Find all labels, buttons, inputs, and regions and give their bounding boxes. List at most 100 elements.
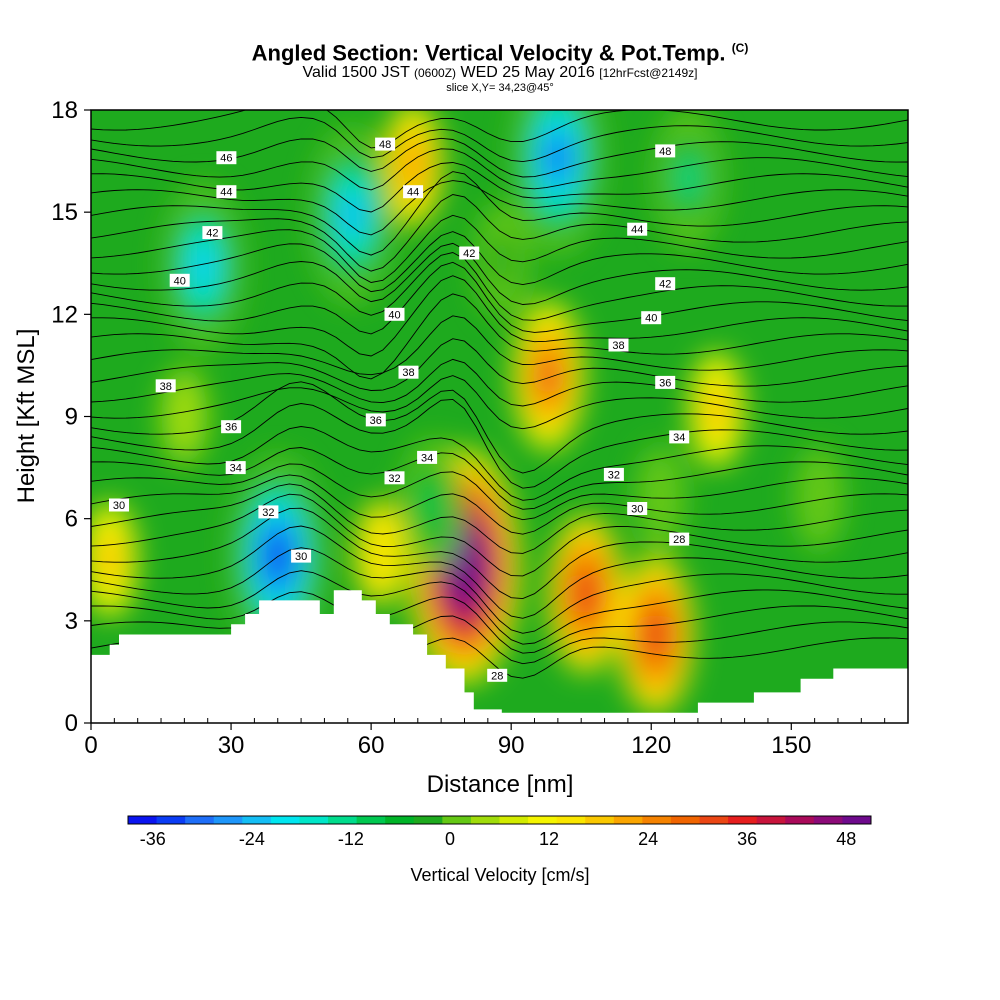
y-tick-label: 15 bbox=[51, 199, 78, 226]
theta-label: 34 bbox=[225, 461, 246, 475]
theta-label-text: 30 bbox=[631, 504, 643, 516]
theta-contour-line bbox=[91, 148, 908, 191]
velocity-level bbox=[421, 483, 443, 527]
theta-contour-line bbox=[91, 547, 908, 634]
colorbar-swatch bbox=[356, 816, 386, 824]
theta-contour-line bbox=[91, 293, 908, 380]
y-tick-label: 18 bbox=[51, 97, 78, 124]
theta-label-bg bbox=[417, 450, 438, 464]
theta-contour-line bbox=[91, 171, 908, 256]
theta-contour-line bbox=[91, 525, 908, 619]
velocity-level bbox=[488, 231, 516, 289]
velocity-level bbox=[96, 531, 124, 589]
theta-contour-line bbox=[91, 463, 908, 521]
colorbar-frame bbox=[127, 815, 872, 825]
theta-label-bg bbox=[608, 338, 629, 352]
theta-contour-line bbox=[91, 275, 908, 357]
theta-label-text: 30 bbox=[113, 500, 125, 512]
colorbar-tick-label: 24 bbox=[638, 829, 658, 849]
theta-label-bg bbox=[655, 144, 676, 158]
theta-contour-line bbox=[91, 358, 908, 407]
theta-label-text: 38 bbox=[612, 340, 624, 352]
colorbar-swatch bbox=[128, 816, 157, 824]
theta-label-text: 44 bbox=[220, 187, 232, 199]
theta-label-bg bbox=[365, 413, 386, 427]
colorbar-swatch bbox=[299, 816, 329, 824]
x-tick-label: 90 bbox=[498, 732, 525, 759]
velocity-level bbox=[398, 133, 428, 196]
theta-label: 40 bbox=[169, 273, 190, 287]
theta-contour-line bbox=[91, 252, 908, 321]
theta-label: 42 bbox=[459, 246, 480, 260]
valid-utc: (0600Z) bbox=[414, 66, 457, 81]
theta-label-bg bbox=[216, 185, 237, 199]
velocity-cell bbox=[474, 202, 529, 317]
y-tick-label: 6 bbox=[65, 506, 78, 533]
theta-label-bg bbox=[403, 185, 424, 199]
y-tick-label: 0 bbox=[65, 710, 78, 737]
theta-label-bg bbox=[669, 430, 690, 444]
theta-contour-line bbox=[91, 194, 908, 272]
theta-label-text: 38 bbox=[402, 367, 414, 379]
velocity-level bbox=[344, 198, 361, 233]
theta-contour-line bbox=[91, 214, 908, 283]
velocity-level bbox=[794, 445, 845, 552]
theta-label-text: 34 bbox=[230, 463, 242, 475]
theta-label: 30 bbox=[291, 549, 312, 563]
theta-label: 30 bbox=[109, 498, 129, 512]
theta-label: 42 bbox=[655, 277, 676, 291]
theta-contour-line bbox=[91, 110, 908, 149]
theta-label: 36 bbox=[365, 413, 386, 427]
colorbar-swatch bbox=[442, 816, 472, 824]
colorbar-label: Vertical Velocity [cm/s] bbox=[410, 865, 589, 885]
chart-subtitle: Valid 1500 JST (0600Z) WED 25 May 2016 [… bbox=[0, 65, 1000, 81]
colorbar-swatch bbox=[385, 816, 415, 824]
colorbar-tick-label: -12 bbox=[338, 829, 364, 849]
theta-contour-line bbox=[91, 116, 908, 163]
theta-label: 40 bbox=[641, 311, 662, 325]
colorbar-swatch bbox=[699, 816, 729, 824]
theta-label: 36 bbox=[655, 375, 676, 389]
valid-date: WED 25 May 2016 bbox=[460, 64, 595, 82]
x-tick-label: 120 bbox=[631, 732, 671, 759]
velocity-level bbox=[677, 154, 700, 202]
theta-contour-line bbox=[91, 315, 908, 376]
velocity-cell bbox=[618, 556, 693, 713]
colorbar-swatch bbox=[528, 816, 558, 824]
theta-label-bg bbox=[109, 498, 129, 512]
theta-label: 44 bbox=[216, 185, 237, 199]
colorbar-tick-label: 36 bbox=[737, 829, 757, 849]
vertical-velocity-field bbox=[91, 110, 845, 713]
x-tick-label: 150 bbox=[771, 732, 811, 759]
colorbar-swatch bbox=[556, 816, 586, 824]
theta-contour-line bbox=[91, 231, 908, 293]
theta-label-bg bbox=[155, 379, 176, 393]
theta-label-text: 36 bbox=[659, 377, 671, 389]
theta-label-bg bbox=[655, 375, 676, 389]
theta-label: 32 bbox=[258, 505, 279, 519]
colorbar-swatch bbox=[785, 816, 815, 824]
velocity-cell bbox=[311, 128, 394, 303]
theta-contour-line bbox=[91, 483, 908, 554]
colorbar-swatch bbox=[213, 816, 243, 824]
velocity-level bbox=[355, 499, 406, 606]
y-axis-label: Height [Kft MSL] bbox=[13, 329, 40, 504]
velocity-cell bbox=[689, 352, 744, 467]
theta-label-bg bbox=[216, 151, 237, 165]
colorbar-swatch bbox=[185, 816, 215, 824]
theta-label: 44 bbox=[403, 185, 424, 199]
y-tick-label: 9 bbox=[65, 404, 78, 431]
theta-label-text: 42 bbox=[659, 279, 671, 291]
colorbar-swatch bbox=[328, 816, 358, 824]
colorbar-swatch bbox=[642, 816, 672, 824]
theta-contour-line bbox=[91, 180, 908, 236]
colorbar: -36 -24 -12 0 12 24 36 48 bbox=[127, 815, 872, 849]
theta-label-bg bbox=[258, 505, 279, 519]
colorbar-swatch bbox=[470, 816, 500, 824]
theta-label-bg bbox=[627, 222, 648, 236]
theta-label-bg bbox=[375, 137, 396, 151]
theta-label: 48 bbox=[375, 137, 396, 151]
theta-label-text: 28 bbox=[491, 670, 503, 682]
theta-label: 28 bbox=[669, 532, 690, 546]
